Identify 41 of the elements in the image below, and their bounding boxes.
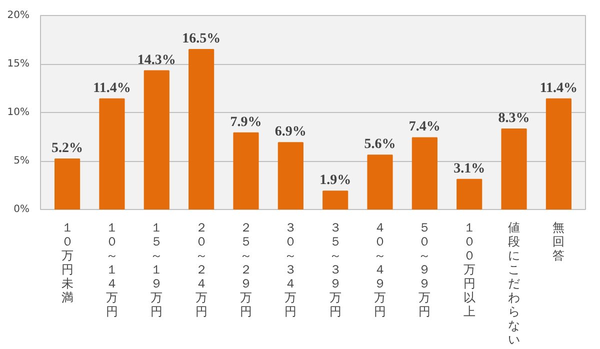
data-label: 7.9% bbox=[230, 114, 262, 130]
data-label: 7.4% bbox=[408, 120, 440, 135]
data-label: 11.4% bbox=[93, 80, 131, 96]
data-label: 14.3% bbox=[137, 52, 176, 68]
data-label: 1.9% bbox=[320, 173, 352, 188]
x-tick-label: ２０～２４万円 bbox=[195, 220, 208, 318]
x-tick-label: １５～１９万円 bbox=[150, 220, 163, 318]
y-tick-label: 15% bbox=[7, 58, 30, 70]
x-tick-label: １００万円以上 bbox=[463, 220, 476, 318]
x-tick-label: ２５～２９万円 bbox=[240, 220, 252, 318]
bar bbox=[546, 98, 572, 210]
bar bbox=[278, 142, 304, 210]
data-label: 8.3% bbox=[498, 110, 530, 126]
data-label: 5.2% bbox=[52, 141, 84, 156]
category-label: 値段にこだわらない bbox=[508, 220, 520, 346]
y-tick-label: 10% bbox=[7, 107, 30, 118]
x-tick-label: ５０～９９万円 bbox=[418, 220, 431, 318]
y-tick-label: 0% bbox=[14, 204, 30, 215]
y-tick-label: 5% bbox=[14, 156, 30, 166]
bar bbox=[54, 158, 80, 210]
data-label: 11.4% bbox=[540, 80, 578, 96]
x-tick-label: ４０～４９万円 bbox=[374, 220, 386, 318]
data-label: 5.6% bbox=[364, 137, 396, 152]
x-tick-label: １０万円未満 bbox=[61, 220, 74, 304]
x-tick-label: １０～１４万円 bbox=[106, 220, 118, 318]
data-label: 6.9% bbox=[274, 124, 306, 140]
x-tick-label: 無回答 bbox=[552, 220, 565, 262]
bar bbox=[99, 98, 125, 210]
bar bbox=[367, 154, 393, 210]
y-tick-label: 20% bbox=[7, 10, 30, 21]
x-tick-label: ３５～３９万円 bbox=[329, 220, 342, 318]
bar bbox=[188, 48, 214, 210]
bar bbox=[144, 70, 170, 210]
bar bbox=[456, 178, 482, 210]
x-tick-label: ３０～３４万円 bbox=[284, 220, 297, 318]
bar bbox=[501, 128, 527, 210]
data-label: 3.1% bbox=[454, 161, 486, 176]
bar bbox=[412, 137, 438, 210]
data-label: 16.5% bbox=[182, 31, 221, 46]
bar bbox=[233, 132, 259, 210]
bar bbox=[322, 190, 348, 210]
